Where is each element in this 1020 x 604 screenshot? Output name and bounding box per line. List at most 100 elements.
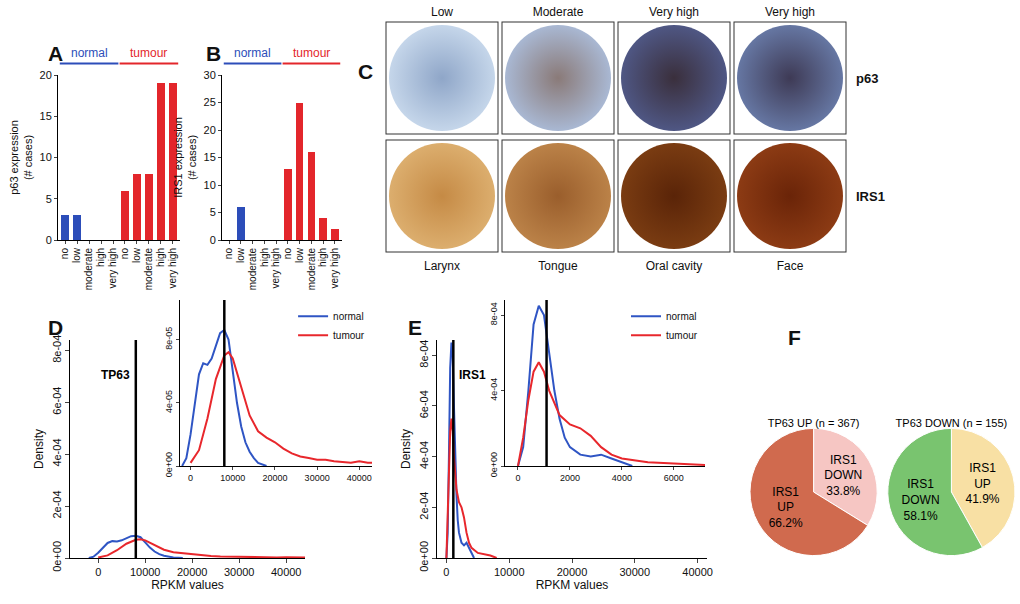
svg-text:6000: 6000 (664, 473, 684, 483)
svg-text:tumour: tumour (130, 46, 167, 60)
svg-text:8e-05: 8e-05 (164, 327, 174, 350)
svg-text:TP63 DOWN (n = 155): TP63 DOWN (n = 155) (896, 417, 1008, 429)
svg-text:TP63: TP63 (101, 368, 130, 382)
svg-text:0: 0 (95, 566, 101, 578)
svg-text:5: 5 (46, 193, 52, 205)
svg-text:0e+00: 0e+00 (164, 452, 174, 477)
svg-text:25: 25 (204, 96, 216, 108)
svg-text:Face: Face (777, 259, 804, 273)
svg-text:high: high (95, 248, 106, 267)
svg-text:no: no (223, 248, 234, 260)
svg-text:Density: Density (32, 429, 46, 469)
svg-text:10: 10 (40, 151, 52, 163)
svg-text:30000: 30000 (619, 566, 650, 578)
svg-text:very high: very high (270, 248, 281, 289)
svg-text:8e-04: 8e-04 (489, 302, 499, 325)
svg-text:4e-04: 4e-04 (418, 441, 430, 469)
svg-text:30: 30 (204, 69, 216, 81)
svg-text:normal: normal (71, 46, 108, 60)
svg-text:Very high: Very high (765, 5, 815, 19)
svg-text:4e-04: 4e-04 (51, 438, 63, 466)
svg-text:low: low (71, 247, 82, 263)
svg-text:IRS1: IRS1 (856, 189, 885, 204)
svg-text:4e-04: 4e-04 (489, 378, 499, 401)
svg-text:40000: 40000 (271, 566, 302, 578)
svg-text:10000: 10000 (494, 566, 525, 578)
svg-text:10000: 10000 (130, 566, 161, 578)
svg-text:0: 0 (188, 473, 193, 483)
svg-text:moderate: moderate (247, 248, 258, 291)
svg-text:40000: 40000 (347, 473, 372, 483)
svg-text:2e-04: 2e-04 (51, 490, 63, 518)
svg-text:moderate: moderate (143, 248, 154, 291)
svg-text:normal: normal (333, 311, 364, 322)
svg-text:tumour: tumour (666, 330, 698, 341)
html-text:A: A (48, 42, 64, 65)
svg-text:10: 10 (204, 179, 216, 191)
svg-text:p63 expression(# cases): p63 expression(# cases) (8, 120, 34, 195)
svg-text:high: high (317, 248, 328, 267)
svg-text:2000: 2000 (560, 473, 580, 483)
svg-text:20000: 20000 (177, 566, 208, 578)
svg-text:Very high: Very high (649, 5, 699, 19)
svg-text:0: 0 (443, 566, 449, 578)
svg-text:IRS1DOWN33.8%: IRS1DOWN33.8% (824, 453, 862, 498)
svg-text:0e+00: 0e+00 (51, 541, 63, 572)
svg-text:2e-04: 2e-04 (418, 492, 430, 520)
svg-text:20: 20 (204, 124, 216, 136)
svg-text:20000: 20000 (557, 566, 588, 578)
svg-text:5: 5 (210, 206, 216, 218)
svg-text:IRS1UP66.2%: IRS1UP66.2% (769, 485, 803, 530)
svg-text:very high: very high (107, 248, 118, 289)
svg-text:Tongue: Tongue (538, 259, 578, 273)
svg-text:low: low (235, 247, 246, 263)
svg-text:p63: p63 (856, 71, 878, 86)
svg-text:very high: very high (167, 248, 178, 289)
svg-text:IRS1DOWN58.1%: IRS1DOWN58.1% (902, 477, 940, 522)
svg-text:10000: 10000 (220, 473, 245, 483)
svg-text:15: 15 (204, 151, 216, 163)
svg-text:30000: 30000 (305, 473, 330, 483)
svg-text:Larynx: Larynx (424, 259, 460, 273)
svg-text:no: no (282, 248, 293, 260)
svg-text:6e-04: 6e-04 (418, 390, 430, 418)
svg-text:Moderate: Moderate (533, 5, 584, 19)
svg-text:RPKM values: RPKM values (151, 578, 224, 592)
svg-text:low: low (131, 247, 142, 263)
svg-text:tumour: tumour (293, 46, 330, 60)
svg-text:0: 0 (210, 234, 216, 246)
svg-text:30000: 30000 (224, 566, 255, 578)
svg-text:tumour: tumour (333, 330, 365, 341)
svg-text:no: no (119, 248, 130, 260)
svg-text:normal: normal (234, 46, 271, 60)
svg-text:moderate: moderate (306, 248, 317, 291)
svg-text:IRS1: IRS1 (459, 368, 486, 382)
svg-text:very high: very high (329, 248, 340, 289)
svg-text:RPKM values: RPKM values (536, 578, 609, 592)
svg-text:8e-04: 8e-04 (418, 339, 430, 367)
svg-text:high: high (259, 248, 270, 267)
svg-text:0e+00: 0e+00 (489, 452, 499, 477)
svg-text:4000: 4000 (612, 473, 632, 483)
svg-text:moderate: moderate (83, 248, 94, 291)
svg-text:0e+00: 0e+00 (418, 541, 430, 572)
svg-text:40000: 40000 (682, 566, 713, 578)
svg-text:low: low (294, 247, 305, 263)
svg-text:high: high (155, 248, 166, 267)
svg-text:6e-04: 6e-04 (51, 387, 63, 415)
svg-text:TP63 UP (n = 367): TP63 UP (n = 367) (768, 417, 860, 429)
svg-text:IRS1UP41.9%: IRS1UP41.9% (966, 461, 1000, 506)
svg-text:Density: Density (399, 429, 413, 469)
svg-text:0: 0 (46, 234, 52, 246)
svg-text:20: 20 (40, 69, 52, 81)
svg-text:0: 0 (515, 473, 520, 483)
svg-text:IRS1 expression(# cases): IRS1 expression(# cases) (172, 117, 198, 198)
svg-text:Oral cavity: Oral cavity (646, 259, 703, 273)
svg-text:no: no (59, 248, 70, 260)
svg-text:normal: normal (666, 311, 697, 322)
svg-text:20000: 20000 (262, 473, 287, 483)
svg-text:Low: Low (431, 5, 453, 19)
svg-text:15: 15 (40, 110, 52, 122)
html-text:B: B (206, 42, 222, 65)
svg-text:4e-05: 4e-05 (164, 390, 174, 413)
